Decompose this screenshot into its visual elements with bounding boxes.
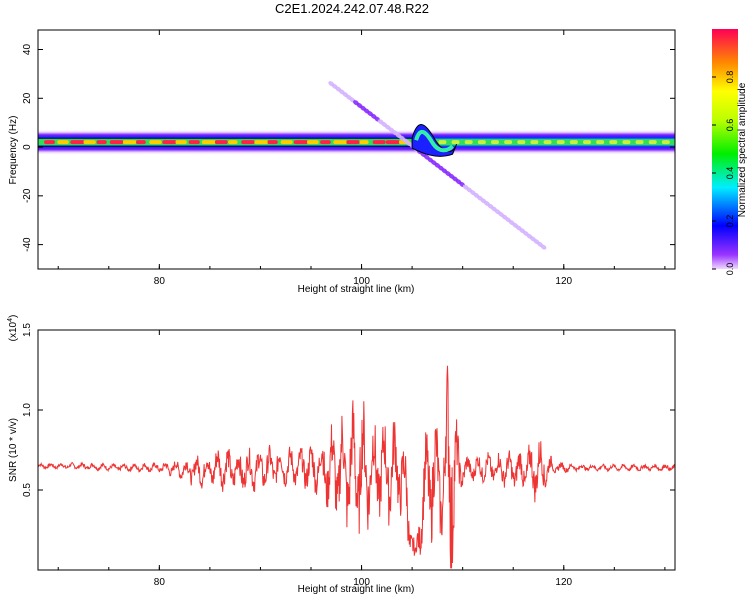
colorbar-tick-label: 0.6 bbox=[725, 119, 735, 132]
carrier-band-hotspot bbox=[70, 140, 85, 145]
spectrogram-y-label: Frequency (Hz) bbox=[8, 116, 19, 185]
colorbar-tick-label: 0.2 bbox=[725, 215, 735, 228]
carrier-band-hotspot bbox=[122, 140, 137, 145]
carrier-band-hotspot bbox=[635, 140, 644, 145]
carrier-band-hotspot bbox=[201, 140, 216, 145]
carrier-band-hotspot bbox=[188, 140, 200, 145]
colorbar-tick-label: 0.0 bbox=[725, 263, 735, 276]
carrier-band-hotspot bbox=[569, 140, 578, 145]
carrier-band-hotspot bbox=[44, 140, 55, 145]
carrier-band-hotspot bbox=[464, 140, 473, 145]
spectrogram-y-tick-label: 0 bbox=[22, 144, 33, 150]
spectrogram-y-tick-label: 20 bbox=[22, 92, 33, 104]
snr-series-line bbox=[38, 365, 675, 569]
spectrogram-x-label: Height of straight line (km) bbox=[298, 284, 415, 295]
carrier-band-hotspot bbox=[359, 140, 369, 145]
colorbar-label: Normalized spectral amplitude bbox=[737, 82, 748, 217]
carrier-band-hotspot bbox=[175, 140, 187, 145]
carrier-band-hotspot bbox=[83, 140, 96, 145]
colorbar-gradient bbox=[712, 29, 738, 269]
carrier-band-hotspot bbox=[254, 140, 269, 145]
spectrogram-frame bbox=[37, 29, 676, 270]
snr-y-tick-label: 1.5 bbox=[22, 323, 33, 337]
carrier-band-hotspot bbox=[96, 140, 107, 145]
snr-x-tick-label: 120 bbox=[555, 577, 572, 588]
carrier-band-hotspot bbox=[293, 140, 308, 145]
spectrogram-x-tick-label: 80 bbox=[154, 276, 166, 287]
carrier-band-hotspot bbox=[661, 140, 670, 145]
snr-y-tick-label: 0.5 bbox=[22, 483, 33, 497]
snr-x-tick-label: 100 bbox=[353, 577, 370, 588]
carrier-band-hotspot bbox=[267, 140, 278, 145]
carrier-band-hotspot bbox=[57, 140, 69, 145]
spectrogram-y-tick-label: -40 bbox=[22, 237, 33, 252]
snr-x-tick-label: 80 bbox=[154, 577, 166, 588]
carrier-band-hotspot bbox=[477, 140, 486, 145]
snr-y-multiplier: (x104) bbox=[7, 315, 19, 342]
carrier-band-hotspot bbox=[136, 140, 146, 145]
carrier-band-hotspot bbox=[280, 140, 293, 145]
snr-y-tick-label: 1.0 bbox=[22, 403, 33, 417]
carrier-band-hotspot bbox=[306, 140, 319, 145]
carrier-band-hotspot bbox=[504, 140, 513, 145]
carrier-band-hotspot bbox=[451, 140, 460, 145]
colorbar-tick-label: 0.4 bbox=[725, 167, 735, 180]
carrier-band-hotspot bbox=[162, 140, 177, 145]
carrier-band-hotspot bbox=[228, 140, 238, 145]
carrier-band-hotspot bbox=[530, 140, 539, 145]
spectrogram-y-tick-label: 40 bbox=[22, 44, 33, 56]
colorbar: 0.0 0.2 0.4 0.6 0.8 Normalized spectral ampl… bbox=[712, 29, 748, 275]
spectrogram-panel: 80 100 120 -40 -20 0 20 40 Height of straight l… bbox=[8, 29, 683, 295]
carrier-band-hotspot bbox=[372, 140, 386, 145]
carrier-band-hotspot bbox=[214, 140, 228, 145]
carrier-band-hotspot bbox=[241, 140, 255, 145]
figure-title: C2E1.2024.242.07.48.R22 bbox=[275, 1, 429, 16]
carrier-band-hotspot bbox=[556, 140, 565, 145]
snr-x-label: Height of straight line (km) bbox=[298, 584, 415, 595]
snr-frame bbox=[37, 329, 676, 571]
carrier-band-hotspot bbox=[149, 140, 162, 145]
carrier-band-hotspot bbox=[438, 140, 447, 145]
carrier-band-hotspot bbox=[385, 140, 400, 145]
carrier-band-hotspot bbox=[596, 140, 605, 145]
carrier-band-hotspot bbox=[609, 140, 618, 145]
carrier-band-hotspot bbox=[333, 140, 348, 145]
snr-panel: 80 100 120 0.5 1.0 1.5 Height of straight lin… bbox=[7, 315, 676, 595]
carrier-band-hotspot bbox=[109, 140, 124, 145]
disturbance-core bbox=[414, 130, 454, 153]
spectrogram-x-tick-label: 120 bbox=[555, 276, 572, 287]
snr-y-label: SNR (10 * v/v) bbox=[8, 418, 19, 482]
carrier-band-hotspot bbox=[543, 140, 552, 145]
spectrogram-x-tick-label: 100 bbox=[353, 276, 370, 287]
colorbar-tick-label: 0.8 bbox=[725, 71, 735, 84]
carrier-band-hotspot bbox=[675, 140, 683, 144]
carrier-band-hotspot bbox=[582, 140, 591, 145]
carrier-band-hotspot bbox=[320, 140, 331, 145]
carrier-band-hotspot bbox=[490, 140, 499, 145]
carrier-band-hotspot bbox=[622, 140, 631, 145]
carrier-band-hotspot bbox=[517, 140, 526, 145]
carrier-band-hotspot bbox=[648, 140, 657, 145]
spectrogram-y-tick-label: -20 bbox=[22, 188, 33, 203]
carrier-band-hotspot bbox=[346, 140, 360, 145]
streak-point bbox=[540, 244, 547, 250]
